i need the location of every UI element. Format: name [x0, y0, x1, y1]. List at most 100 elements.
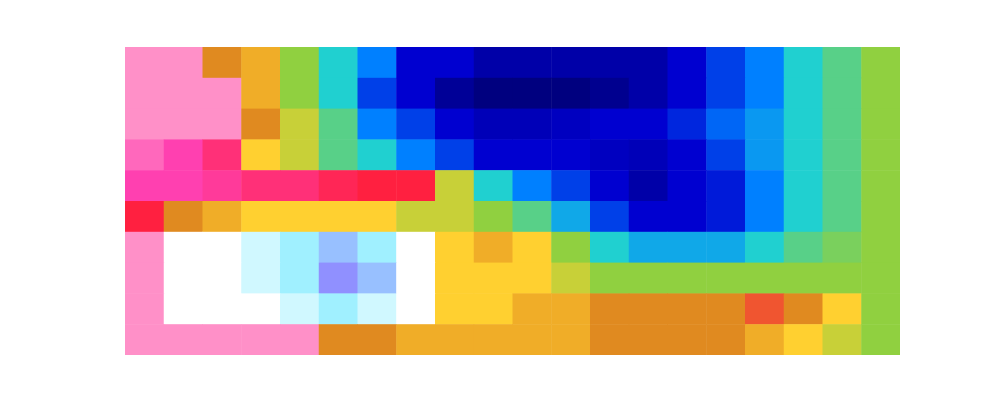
- heatmap-cell: [474, 139, 513, 170]
- heatmap-cell: [784, 201, 823, 232]
- heatmap-cell: [668, 201, 707, 232]
- heatmap-cell: [396, 139, 435, 170]
- heatmap-cell: [241, 78, 280, 109]
- heatmap-cell: [125, 232, 164, 263]
- heatmap-cell: [241, 293, 280, 324]
- heatmap-cell: [513, 78, 552, 109]
- heatmap-cell: [396, 170, 435, 201]
- heatmap-cell: [590, 47, 629, 78]
- heatmap-cell: [629, 201, 668, 232]
- heatmap-cell: [241, 324, 280, 355]
- heatmap-cell: [435, 170, 474, 201]
- heatmap-cell: [668, 47, 707, 78]
- heatmap-cell: [706, 139, 745, 170]
- heatmap-cell: [745, 139, 784, 170]
- heatmap-cell: [513, 170, 552, 201]
- heatmap-cell: [396, 263, 435, 294]
- heatmap-cell: [358, 201, 397, 232]
- heatmap-cell: [319, 47, 358, 78]
- heatmap-cell: [203, 293, 242, 324]
- heatmap-cell: [706, 201, 745, 232]
- heatmap-cell: [513, 293, 552, 324]
- heatmap-cell: [474, 293, 513, 324]
- heatmap-cell: [551, 201, 590, 232]
- heatmap-cell: [629, 139, 668, 170]
- heatmap-cell: [358, 232, 397, 263]
- heatmap-cell: [551, 324, 590, 355]
- heatmap-cell: [280, 170, 319, 201]
- heatmap-cell: [396, 293, 435, 324]
- heatmap-cell: [125, 201, 164, 232]
- heatmap-cell: [590, 78, 629, 109]
- heatmap-cell: [125, 324, 164, 355]
- heatmap-cell: [668, 232, 707, 263]
- heatmap-cell: [551, 47, 590, 78]
- heatmap-cell: [823, 201, 862, 232]
- heatmap-cell: [745, 47, 784, 78]
- heatmap-cell: [745, 78, 784, 109]
- heatmap-cell: [358, 170, 397, 201]
- heatmap-cell: [823, 78, 862, 109]
- heatmap-cell: [319, 324, 358, 355]
- cells: [125, 47, 900, 355]
- heatmap-cell: [629, 47, 668, 78]
- heatmap-cell: [861, 170, 900, 201]
- heatmap-cell: [435, 78, 474, 109]
- heatmap-cell: [203, 263, 242, 294]
- heatmap-cell: [203, 170, 242, 201]
- heatmap-cell: [629, 109, 668, 140]
- heatmap-cell: [784, 324, 823, 355]
- heatmap-cell: [706, 109, 745, 140]
- heatmap-cell: [784, 78, 823, 109]
- heatmap-cell: [396, 109, 435, 140]
- heatmap-cell: [513, 201, 552, 232]
- heatmap-cell: [203, 47, 242, 78]
- heatmap-cell: [435, 232, 474, 263]
- heatmap-cell: [241, 139, 280, 170]
- heatmap-cell: [668, 324, 707, 355]
- heatmap-cell: [513, 139, 552, 170]
- heatmap-cell: [590, 109, 629, 140]
- heatmap-cell: [629, 293, 668, 324]
- heatmap-cell: [823, 324, 862, 355]
- heatmap-cell: [823, 232, 862, 263]
- heatmap-cell: [241, 47, 280, 78]
- heatmap-cell: [435, 109, 474, 140]
- heatmap-cell: [784, 170, 823, 201]
- heatmap-cell: [319, 201, 358, 232]
- heatmap-cell: [164, 78, 203, 109]
- heatmap-cell: [203, 201, 242, 232]
- heatmap-cell: [358, 47, 397, 78]
- heatmap-cell: [551, 170, 590, 201]
- heatmap-cell: [823, 139, 862, 170]
- heatmap-cell: [668, 78, 707, 109]
- heatmap-cell: [823, 293, 862, 324]
- heatmap-cell: [280, 47, 319, 78]
- heatmap-cell: [280, 201, 319, 232]
- heatmap-cell: [668, 263, 707, 294]
- heatmap-cell: [861, 139, 900, 170]
- heatmap-cell: [706, 170, 745, 201]
- heatmap-cell: [203, 232, 242, 263]
- heatmap-cell: [590, 139, 629, 170]
- heatmap-cell: [551, 263, 590, 294]
- heatmap-cell: [435, 139, 474, 170]
- heatmap-cell: [358, 293, 397, 324]
- heatmap-cell: [125, 263, 164, 294]
- heatmap-cell: [706, 324, 745, 355]
- heatmap-cell: [474, 109, 513, 140]
- heatmap-cell: [435, 201, 474, 232]
- heatmap-cell: [474, 324, 513, 355]
- heatmap-cell: [474, 170, 513, 201]
- heatmap-cell: [513, 324, 552, 355]
- heatmap-cell: [706, 232, 745, 263]
- heatmap-cell: [164, 201, 203, 232]
- heatmap-cell: [203, 78, 242, 109]
- heatmap-cell: [396, 78, 435, 109]
- heatmap-cell: [319, 293, 358, 324]
- heatmap-cell: [435, 293, 474, 324]
- heatmap-cell: [784, 293, 823, 324]
- heatmap-cell: [358, 139, 397, 170]
- heatmap-cell: [823, 109, 862, 140]
- heatmap-cell: [474, 232, 513, 263]
